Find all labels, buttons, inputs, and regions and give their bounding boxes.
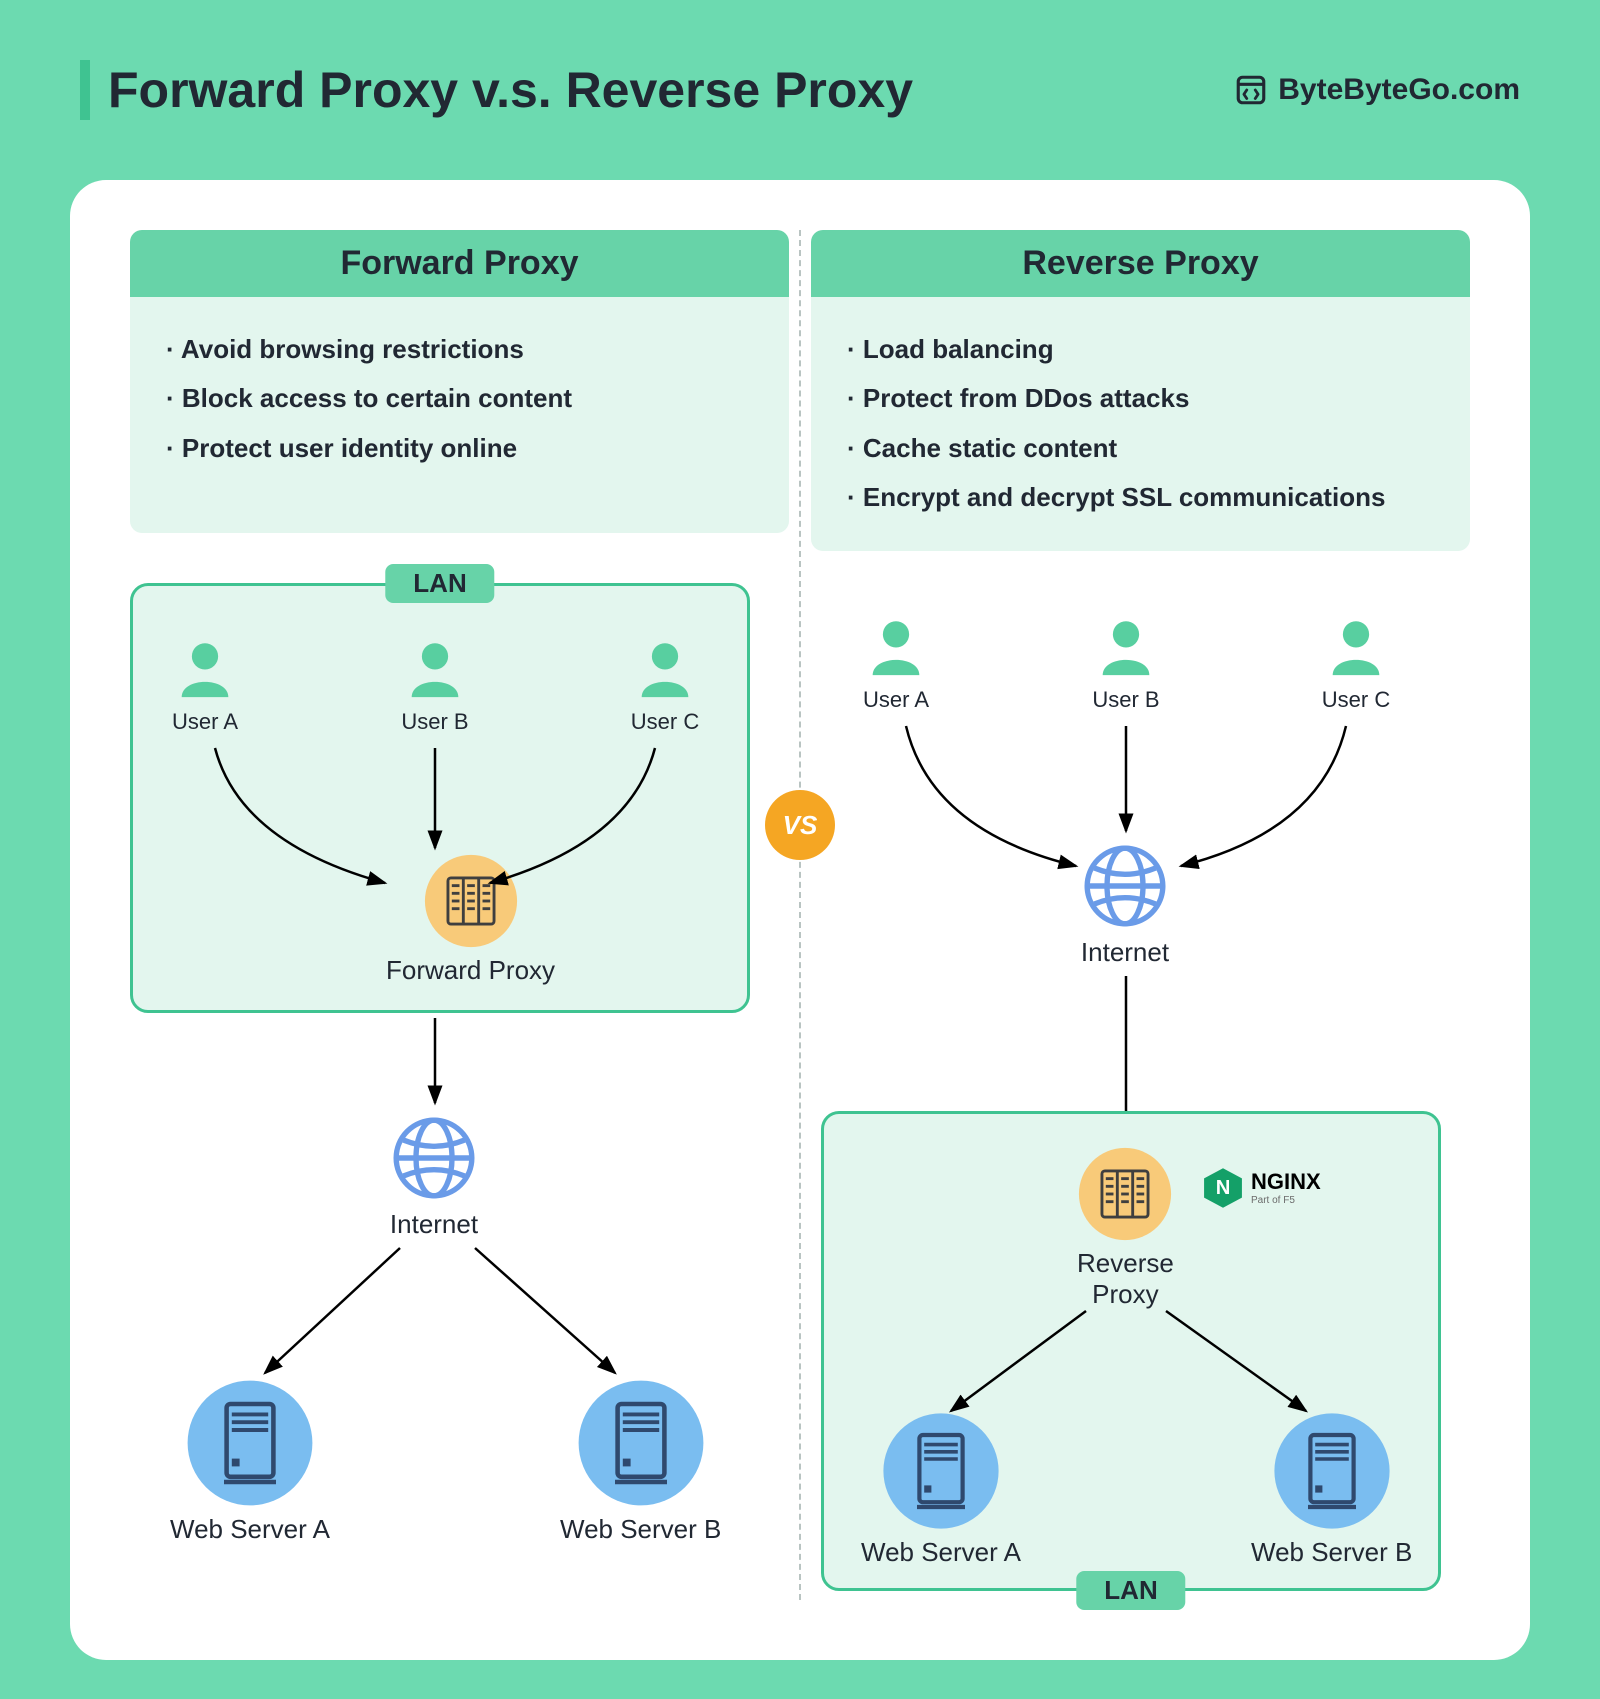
right-column: Reverse Proxy · Load balancing · Protect… xyxy=(811,230,1470,1600)
right-panel-title: Reverse Proxy xyxy=(811,230,1470,297)
column-divider xyxy=(799,230,801,1600)
left-diagram: LAN User A User B User C xyxy=(130,573,789,1600)
user-icon xyxy=(630,633,700,703)
proxy-icon xyxy=(423,853,519,949)
vs-badge: VS xyxy=(765,790,835,860)
user-node: User C xyxy=(1321,611,1391,713)
nginx-hex-icon: N xyxy=(1201,1166,1245,1210)
user-node: User A xyxy=(170,633,240,735)
bullet: · Block access to certain content xyxy=(166,374,753,423)
title-wrap: Forward Proxy v.s. Reverse Proxy xyxy=(80,60,913,120)
right-panel-body: · Load balancing · Protect from DDos att… xyxy=(811,297,1470,551)
internet-node: Internet xyxy=(389,1113,479,1240)
internet-node: Internet xyxy=(1080,841,1170,968)
main-card: Forward Proxy · Avoid browsing restricti… xyxy=(70,180,1530,1660)
user-label: User B xyxy=(1092,687,1159,713)
server-node: Web Server A xyxy=(861,1411,1021,1568)
server-icon xyxy=(1272,1411,1392,1531)
server-icon xyxy=(881,1411,1001,1531)
bullet: · Protect from DDos attacks xyxy=(847,374,1434,423)
user-label: User C xyxy=(1322,687,1390,713)
bullet: · Avoid browsing restrictions xyxy=(166,325,753,374)
server-label: Web Server A xyxy=(170,1514,330,1545)
proxy-icon xyxy=(1077,1146,1173,1242)
user-node: User A xyxy=(861,611,931,713)
reverse-proxy-node: Reverse Proxy xyxy=(1077,1146,1174,1310)
right-panel: Reverse Proxy · Load balancing · Protect… xyxy=(811,230,1470,551)
user-node: User C xyxy=(630,633,700,735)
user-label: User B xyxy=(401,709,468,735)
right-diagram: User A User B User C xyxy=(811,591,1470,1600)
server-node: Web Server A xyxy=(170,1378,330,1545)
user-label: User A xyxy=(863,687,929,713)
left-panel-title: Forward Proxy xyxy=(130,230,789,297)
user-label: User C xyxy=(631,709,699,735)
header: Forward Proxy v.s. Reverse Proxy ByteByt… xyxy=(0,0,1600,160)
server-node: Web Server B xyxy=(1251,1411,1412,1568)
bullet: · Protect user identity online xyxy=(166,424,753,473)
bullet: · Encrypt and decrypt SSL communications xyxy=(847,473,1434,522)
user-icon xyxy=(861,611,931,681)
brand: ByteByteGo.com xyxy=(1234,73,1520,107)
internet-label: Internet xyxy=(1081,937,1169,968)
svg-text:N: N xyxy=(1216,1177,1231,1199)
user-icon xyxy=(400,633,470,703)
globe-icon xyxy=(1080,841,1170,931)
server-icon xyxy=(576,1378,706,1508)
user-node: User B xyxy=(1091,611,1161,713)
server-label: Web Server B xyxy=(1251,1537,1412,1568)
proxy-label: Reverse Proxy xyxy=(1077,1248,1174,1310)
bullet: · Cache static content xyxy=(847,424,1434,473)
internet-label: Internet xyxy=(390,1209,478,1240)
bullet: · Load balancing xyxy=(847,325,1434,374)
left-column: Forward Proxy · Avoid browsing restricti… xyxy=(130,230,789,1600)
page-title: Forward Proxy v.s. Reverse Proxy xyxy=(108,61,913,119)
user-label: User A xyxy=(172,709,238,735)
user-icon xyxy=(1321,611,1391,681)
left-panel: Forward Proxy · Avoid browsing restricti… xyxy=(130,230,789,533)
right-lan-label: LAN xyxy=(1076,1571,1185,1610)
brand-text: ByteByteGo.com xyxy=(1278,73,1520,107)
left-lan-label: LAN xyxy=(385,564,494,603)
user-node: User B xyxy=(400,633,470,735)
brand-logo-icon xyxy=(1234,73,1268,107)
user-icon xyxy=(170,633,240,703)
server-label: Web Server B xyxy=(560,1514,721,1545)
proxy-label: Forward Proxy xyxy=(386,955,555,986)
user-icon xyxy=(1091,611,1161,681)
nginx-badge: N NGINX Part of F5 xyxy=(1201,1166,1321,1210)
server-label: Web Server A xyxy=(861,1537,1021,1568)
nginx-text: NGINX Part of F5 xyxy=(1251,1169,1321,1206)
forward-proxy-node: Forward Proxy xyxy=(386,853,555,986)
globe-icon xyxy=(389,1113,479,1203)
server-node: Web Server B xyxy=(560,1378,721,1545)
server-icon xyxy=(185,1378,315,1508)
left-panel-body: · Avoid browsing restrictions · Block ac… xyxy=(130,297,789,533)
title-accent-bar xyxy=(80,60,90,120)
